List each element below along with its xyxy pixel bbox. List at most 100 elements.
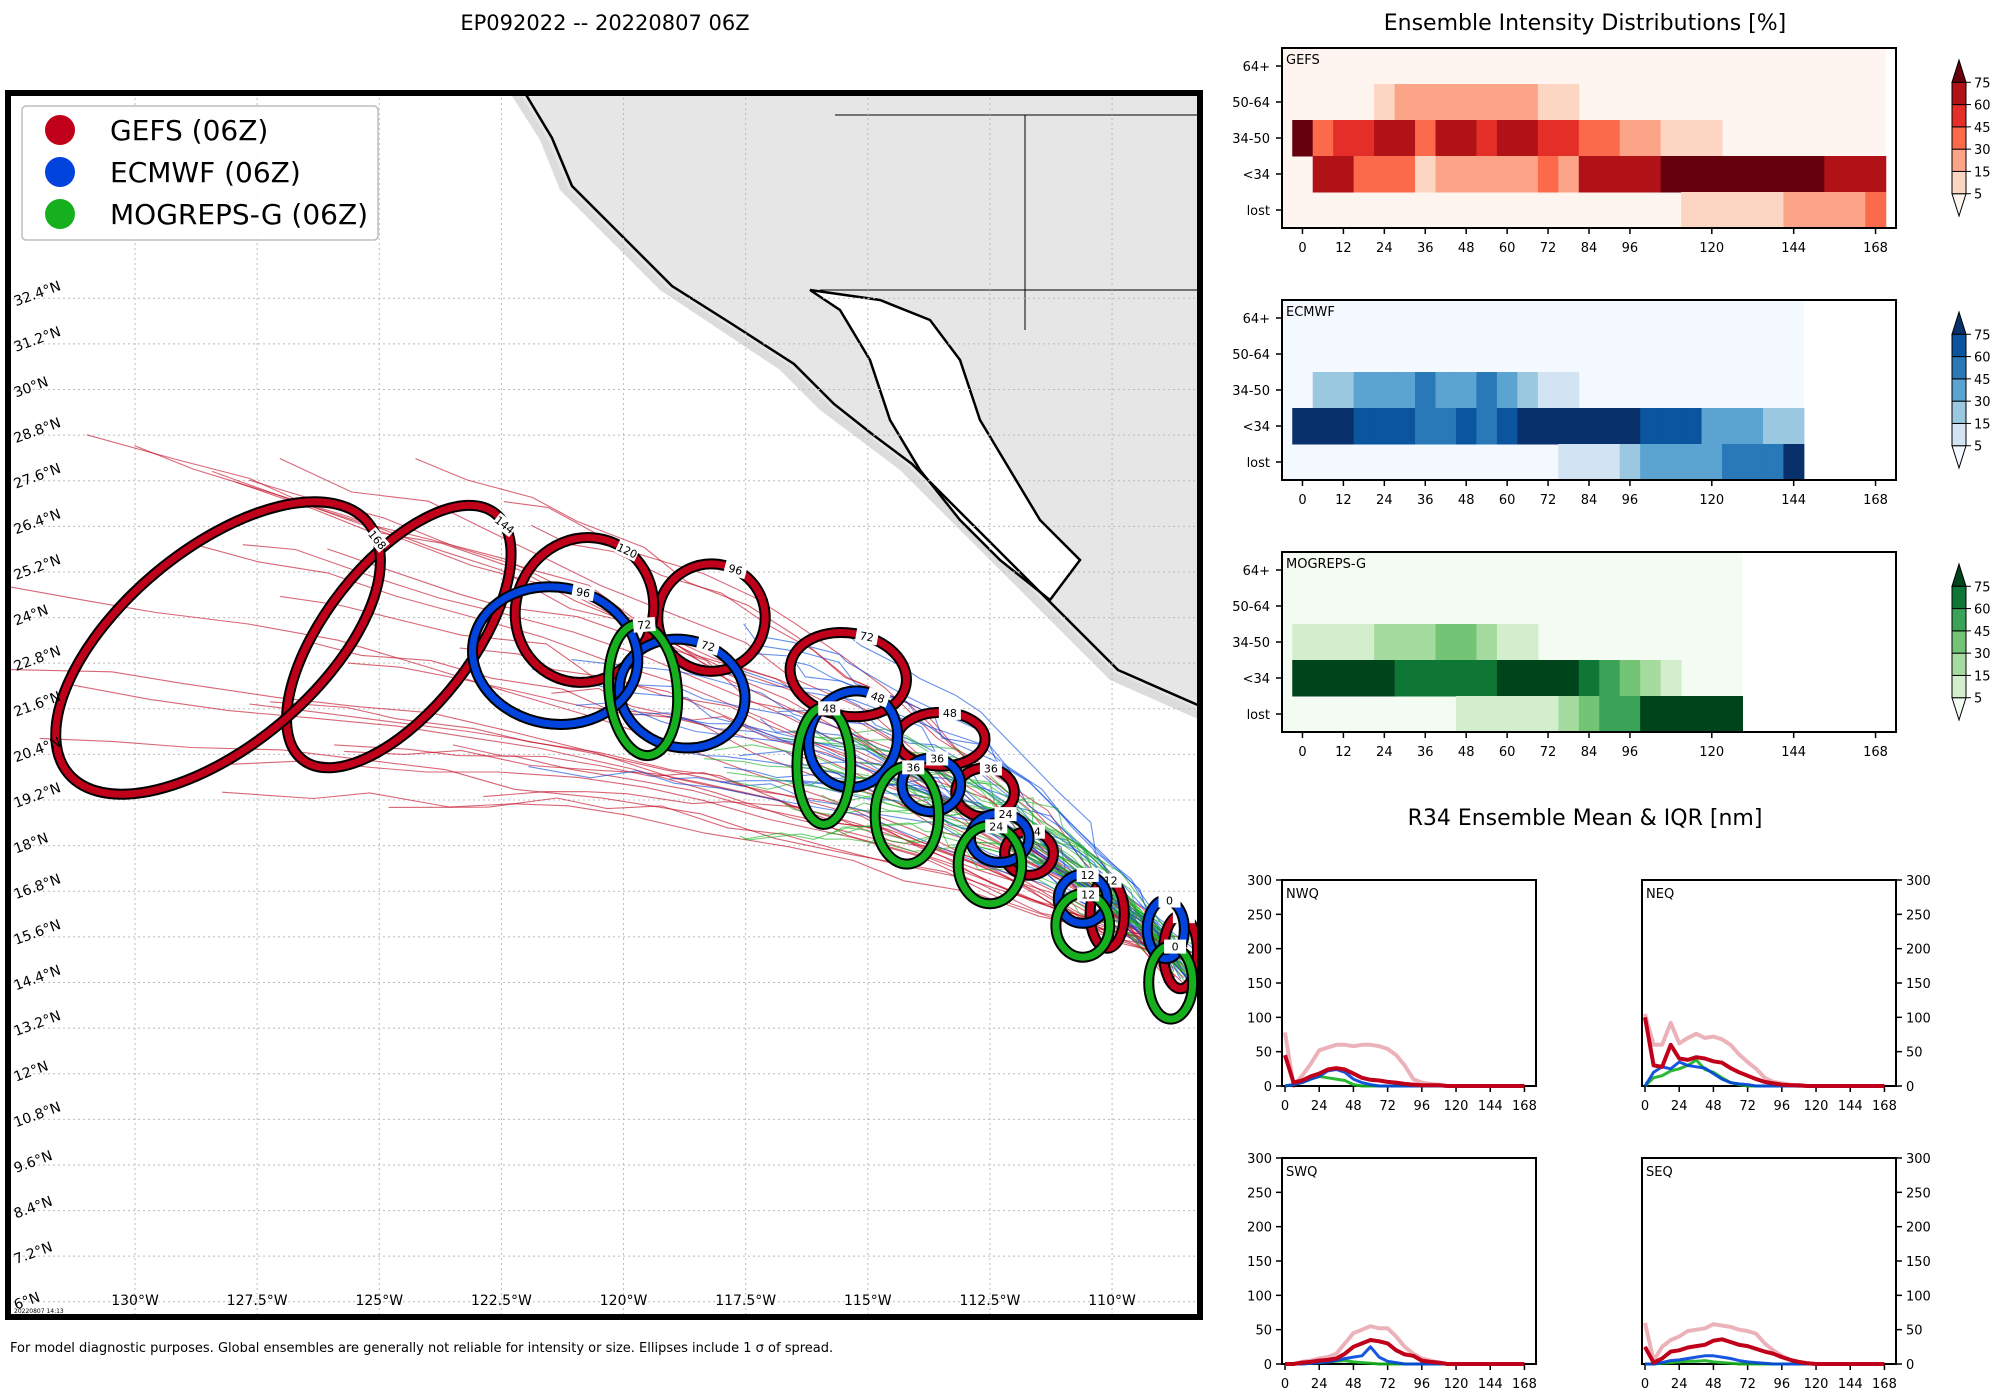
- ecmwf-ellipse-96h: 96: [467, 581, 644, 730]
- r34-y-tick-label: 250: [1906, 908, 1931, 923]
- colorbar-tick-label: 5: [1974, 440, 1982, 455]
- heatmap-cell: [1374, 408, 1396, 445]
- colorbar-tick-label: 30: [1974, 647, 1991, 662]
- r34-x-tick-label: 0: [1641, 1377, 1649, 1392]
- heatmap-cell: [1619, 156, 1641, 193]
- heatmap-cell: [1496, 156, 1518, 193]
- ecmwf-ellipse-48h: 48: [803, 685, 904, 794]
- r34-quadrant-label: NEQ: [1646, 887, 1674, 902]
- intensity-heatmap-gefs: GEFS 64+ 50-64 34-50 <34 lost 0 12 24 36 48 60 72 84 9…: [1232, 47, 1991, 256]
- heatmap-cell: [1333, 624, 1355, 661]
- lon-tick-label: 125°W: [355, 1293, 403, 1309]
- gefs-mean-line: [1285, 1338, 1525, 1366]
- heatmap-cell: [1681, 192, 1703, 229]
- heatmap-cell: [1640, 408, 1662, 445]
- heatmap-cell: [1701, 444, 1723, 481]
- heatmap-cell: [1292, 120, 1314, 157]
- r34-x-tick-label: 144: [1838, 1377, 1863, 1392]
- heatmap-cell: [1353, 624, 1375, 661]
- heatmap-cell: [1374, 156, 1396, 193]
- heatmap-cell: [1312, 408, 1334, 445]
- heatmap-cell: [1701, 408, 1723, 445]
- heatmap-cell: [1660, 696, 1682, 733]
- r34-y-tick-label: 100: [1247, 1289, 1272, 1304]
- heatmap-hour-label: 24: [1376, 493, 1393, 508]
- heatmap-cell: [1783, 192, 1805, 229]
- ensemble-track-line: [813, 632, 1172, 947]
- heatmap-cell: [1558, 372, 1580, 409]
- heatmap-cell: [1640, 156, 1662, 193]
- heatmap-cell: [1394, 660, 1416, 697]
- heatmap-cell: [1558, 660, 1580, 697]
- heatmap-cell: [1660, 408, 1682, 445]
- r34-y-tick-label: 200: [1247, 1221, 1272, 1236]
- r34-quadrant-label: NWQ: [1286, 887, 1319, 902]
- heatmap-model-label: MOGREPS-G: [1286, 557, 1366, 572]
- r34-x-tick-label: 120: [1444, 1377, 1469, 1392]
- heatmap-cell: [1435, 84, 1457, 121]
- gefs-ellipse-168h: 168: [50, 496, 390, 800]
- ensemble-track-line: [551, 687, 1197, 956]
- heatmap-hour-label: 72: [1540, 745, 1557, 760]
- heatmap-cell: [1435, 624, 1457, 661]
- heatmap-cell: [1537, 696, 1559, 733]
- heatmap-cell: [1619, 660, 1641, 697]
- heatmap-hour-label: 36: [1417, 745, 1434, 760]
- heatmap-cell: [1660, 156, 1682, 193]
- heatmap-row-label: lost: [1247, 204, 1270, 219]
- heatmap-cell: [1558, 408, 1580, 445]
- heatmap-hour-label: 60: [1499, 493, 1516, 508]
- heatmap-cell: [1660, 660, 1682, 697]
- heatmap-cell: [1660, 120, 1682, 157]
- ellipse-hour-label: 12: [1081, 869, 1095, 882]
- heatmap-cell: [1455, 156, 1477, 193]
- heatmap-cell: [1558, 120, 1580, 157]
- heatmap-cell: [1374, 624, 1396, 661]
- heatmap-cell: [1722, 156, 1743, 193]
- heatmap-cell: [1783, 156, 1805, 193]
- heatmap-cell: [1455, 660, 1477, 697]
- gefs-ellipse-144h: 144: [281, 499, 518, 774]
- r34-x-tick-label: 168: [1872, 1099, 1897, 1114]
- map-legend: GEFS (06Z) ECMWF (06Z) MOGREPS-G (06Z): [21, 105, 379, 241]
- heatmap-cell: [1374, 660, 1396, 697]
- r34-x-tick-label: 120: [1444, 1099, 1469, 1114]
- lon-tick-label: 112.5°W: [959, 1293, 1020, 1309]
- heatmap-cell: [1599, 156, 1621, 193]
- heatmap-hour-label: 72: [1540, 493, 1557, 508]
- r34-y-tick-label: 200: [1906, 943, 1931, 958]
- colorbar-tick-label: 45: [1974, 121, 1991, 136]
- heatmap-cell: [1496, 372, 1518, 409]
- mogreps-ellipse-12h: 12: [1050, 887, 1116, 963]
- heatmap-cell: [1722, 696, 1743, 733]
- r34-y-tick-label: 50: [1255, 1046, 1272, 1061]
- heatmap-hour-label: 72: [1540, 241, 1557, 256]
- r34-x-tick-label: 48: [1705, 1377, 1722, 1392]
- heatmap-cell: [1415, 120, 1436, 157]
- r34-y-tick-label: 300: [1906, 1152, 1931, 1167]
- ellipse-hour-label: 48: [869, 689, 887, 706]
- ellipse-hour-label: 96: [727, 562, 744, 578]
- ensemble-track-line: [39, 737, 1174, 960]
- heatmap-cell: [1742, 156, 1764, 193]
- colorbar-mogreps-g: 5 15 30 45 60 75: [1951, 562, 1991, 722]
- r34-y-tick-label: 150: [1247, 1255, 1272, 1270]
- r34-y-tick-label: 200: [1906, 1221, 1931, 1236]
- heatmap-cell: [1681, 156, 1703, 193]
- r34-x-tick-label: 24: [1671, 1377, 1688, 1392]
- heatmap-cell: [1537, 408, 1559, 445]
- heatmap-hour-label: 48: [1458, 745, 1475, 760]
- heatmap-cell: [1517, 696, 1539, 733]
- ellipse-hour-label: 72: [699, 638, 716, 654]
- r34-y-tick-label: 0: [1264, 1358, 1272, 1373]
- heatmap-cell: [1640, 696, 1662, 733]
- colorbar-tick-label: 15: [1974, 669, 1991, 684]
- heatmap-cell: [1333, 372, 1355, 409]
- ensemble-track-line: [69, 684, 1190, 953]
- heatmap-row-label: 34-50: [1232, 384, 1270, 399]
- heatmap-row-label: <34: [1243, 168, 1270, 183]
- heatmap-cell: [1455, 372, 1477, 409]
- lon-tick-label: 127.5°W: [227, 1293, 288, 1309]
- colorbar-tick-label: 75: [1974, 76, 1991, 91]
- heatmap-row-label: 64+: [1243, 564, 1270, 579]
